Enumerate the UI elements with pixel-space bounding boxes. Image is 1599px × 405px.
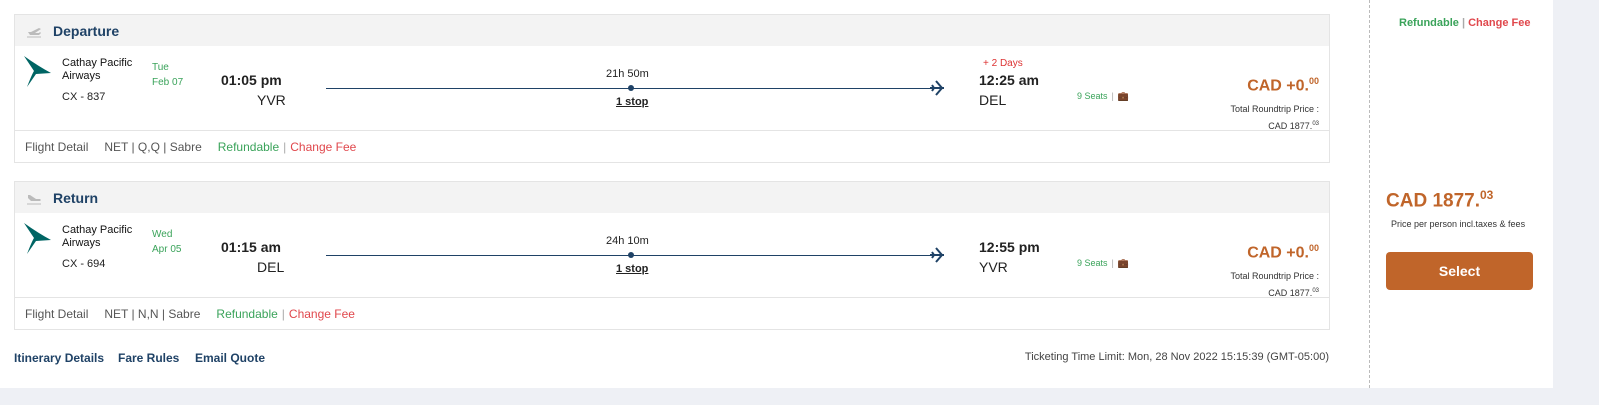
airline-name: Cathay Pacific Airways bbox=[62, 224, 133, 249]
total-main: CAD 1877. bbox=[1268, 288, 1313, 298]
total-main: CAD 1877. bbox=[1268, 121, 1313, 131]
price-main: CAD 1877. bbox=[1386, 190, 1480, 212]
leg-footer: Flight Detail NET | Q,Q | Sabre Refundab… bbox=[15, 131, 1329, 162]
fare-info: NET | N,N | Sabre bbox=[104, 306, 201, 321]
leg-body: Cathay Pacific Airways CX - 837 Tue Feb 0… bbox=[15, 46, 1329, 131]
price-note: Price per person incl.taxes & fees bbox=[1391, 219, 1526, 229]
leg-header: Departure bbox=[15, 15, 1329, 46]
flight-number: CX - 694 bbox=[62, 258, 106, 270]
leg-header: Return bbox=[15, 182, 1329, 213]
flight-number: CX - 837 bbox=[62, 91, 106, 103]
change-fee-link[interactable]: Change Fee bbox=[288, 306, 355, 321]
plane-icon bbox=[930, 247, 944, 263]
stops-link[interactable]: 1 stop bbox=[616, 96, 649, 108]
leg-title: Departure bbox=[53, 22, 120, 39]
departure-airport: YVR bbox=[257, 92, 286, 108]
flight-detail-link[interactable]: Flight Detail bbox=[25, 306, 89, 321]
seats-count: 9 Seats bbox=[1077, 91, 1108, 101]
cathay-logo-icon bbox=[24, 223, 51, 254]
seats-count: 9 Seats bbox=[1077, 258, 1108, 268]
departure-date: Tue Feb 07 bbox=[152, 60, 183, 90]
total-roundtrip: Total Roundtrip Price : CAD 1877.03 bbox=[1230, 269, 1319, 301]
total-label: Total Roundtrip Price : bbox=[1230, 104, 1319, 114]
flight-leg: Return Cathay Pacific Airways CX - 694 W… bbox=[14, 181, 1330, 330]
fare-info: NET | Q,Q | Sabre bbox=[104, 139, 202, 154]
stops-link[interactable]: 1 stop bbox=[616, 263, 649, 275]
refund-policy: Refundable | Change Fee bbox=[1399, 17, 1530, 29]
departure-time: 01:05 pm bbox=[221, 72, 282, 88]
flight-detail-link[interactable]: Flight Detail bbox=[25, 139, 89, 154]
baggage-icon[interactable]: 💼 bbox=[1117, 258, 1130, 268]
arrival-airport: DEL bbox=[979, 92, 1007, 108]
separator: | bbox=[1111, 91, 1114, 101]
divider bbox=[1369, 0, 1370, 388]
refundable-link[interactable]: Refundable bbox=[217, 139, 280, 154]
leg-footer: Flight Detail NET | N,N | Sabre Refundab… bbox=[15, 298, 1329, 329]
separator: | bbox=[281, 306, 285, 321]
duration: 21h 50m bbox=[606, 68, 649, 80]
weekday: Tue bbox=[152, 62, 169, 73]
total-roundtrip: Total Roundtrip Price : CAD 1877.03 bbox=[1230, 102, 1319, 134]
refundable-link[interactable]: Refundable bbox=[216, 306, 278, 321]
seats-info: 9 Seats | 💼 bbox=[1077, 91, 1129, 102]
leg-body: Cathay Pacific Airways CX - 694 Wed Apr 0… bbox=[15, 213, 1329, 298]
baggage-icon[interactable]: 💼 bbox=[1117, 91, 1130, 101]
plane-landing-icon bbox=[27, 194, 41, 204]
price-decimal: 03 bbox=[1480, 188, 1494, 202]
separator: | bbox=[1461, 17, 1466, 29]
price-main: CAD +0. bbox=[1247, 77, 1309, 95]
weekday: Wed bbox=[152, 229, 173, 240]
plane-takeoff-icon bbox=[27, 27, 41, 37]
plus-days: + 2 Days bbox=[983, 58, 1023, 69]
price-decimal: 00 bbox=[1308, 76, 1319, 86]
seats-info: 9 Seats | 💼 bbox=[1077, 258, 1129, 269]
email-quote-link[interactable]: Email Quote bbox=[195, 351, 266, 365]
departure-time: 01:15 am bbox=[221, 239, 281, 255]
price-main: CAD +0. bbox=[1247, 244, 1309, 262]
plane-icon bbox=[930, 80, 944, 96]
arrival-time: 12:25 am bbox=[979, 72, 1039, 88]
itinerary-details-link[interactable]: Itinerary Details bbox=[14, 351, 105, 365]
duration: 24h 10m bbox=[606, 235, 649, 247]
arrival-airport: YVR bbox=[979, 259, 1008, 275]
date: Feb 07 bbox=[152, 77, 184, 88]
stop-dot bbox=[628, 85, 634, 91]
departure-airport: DEL bbox=[257, 259, 285, 275]
total-decimal: 03 bbox=[1312, 288, 1319, 294]
departure-date: Wed Apr 05 bbox=[152, 227, 181, 257]
fare-difference: CAD +0.00 bbox=[1247, 243, 1319, 262]
total-label: Total Roundtrip Price : bbox=[1230, 271, 1319, 281]
flight-leg: Departure Cathay Pacific Airways CX - 83… bbox=[14, 14, 1330, 163]
select-button[interactable]: Select bbox=[1386, 252, 1533, 290]
cathay-logo-icon bbox=[24, 56, 51, 87]
price-decimal: 00 bbox=[1308, 243, 1319, 253]
airline-name: Cathay Pacific Airways bbox=[62, 57, 133, 82]
fare-rules-link[interactable]: Fare Rules bbox=[118, 351, 180, 365]
separator: | bbox=[283, 139, 287, 154]
total-decimal: 03 bbox=[1312, 121, 1319, 127]
stop-dot bbox=[628, 252, 634, 258]
leg-title: Return bbox=[53, 189, 99, 206]
date: Apr 05 bbox=[152, 244, 182, 255]
refundable-link[interactable]: Refundable bbox=[1399, 17, 1459, 29]
fare-difference: CAD +0.00 bbox=[1247, 76, 1319, 95]
change-fee-link[interactable]: Change Fee bbox=[290, 139, 357, 154]
arrival-time: 12:55 pm bbox=[979, 239, 1040, 255]
change-fee-link[interactable]: Change Fee bbox=[1468, 17, 1531, 29]
total-price: CAD 1877.03 bbox=[1386, 188, 1493, 212]
ticketing-time-limit: Ticketing Time Limit: Mon, 28 Nov 2022 1… bbox=[1024, 351, 1329, 363]
separator: | bbox=[1111, 258, 1114, 268]
